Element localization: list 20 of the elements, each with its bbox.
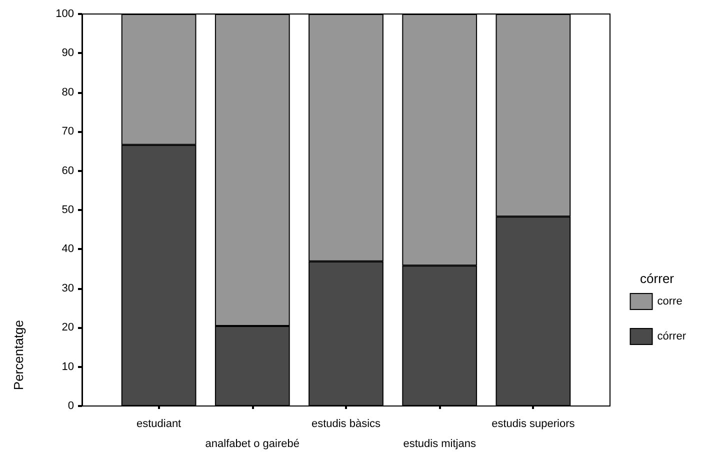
y-tick-label: 50 <box>62 204 74 216</box>
y-tick-label: 40 <box>62 243 74 256</box>
x-tick-label: estudis bàsics <box>311 418 382 430</box>
y-tick-label: 90 <box>62 47 74 60</box>
y-tick-label: 80 <box>62 86 74 98</box>
y-tick-label: 10 <box>62 360 74 373</box>
legend-title: córrer <box>640 271 675 286</box>
legend-label: corre <box>657 296 682 308</box>
y-tick-label: 100 <box>56 8 74 20</box>
x-tick-label: analfabet o gairebé <box>205 438 300 450</box>
y-axis-title: Percentatge <box>11 320 26 390</box>
legend-label: córrer <box>657 330 686 342</box>
x-tick-label: estudis mitjans <box>403 438 476 450</box>
y-tick-label: 60 <box>62 164 74 177</box>
y-tick-label: 70 <box>62 126 74 138</box>
y-tick-label: 20 <box>62 322 74 334</box>
y-tick-label: 0 <box>68 400 74 412</box>
x-tick-label: estudiant <box>136 418 182 430</box>
x-tick-label: estudis superiors <box>492 418 576 430</box>
y-tick-label: 30 <box>62 282 74 294</box>
